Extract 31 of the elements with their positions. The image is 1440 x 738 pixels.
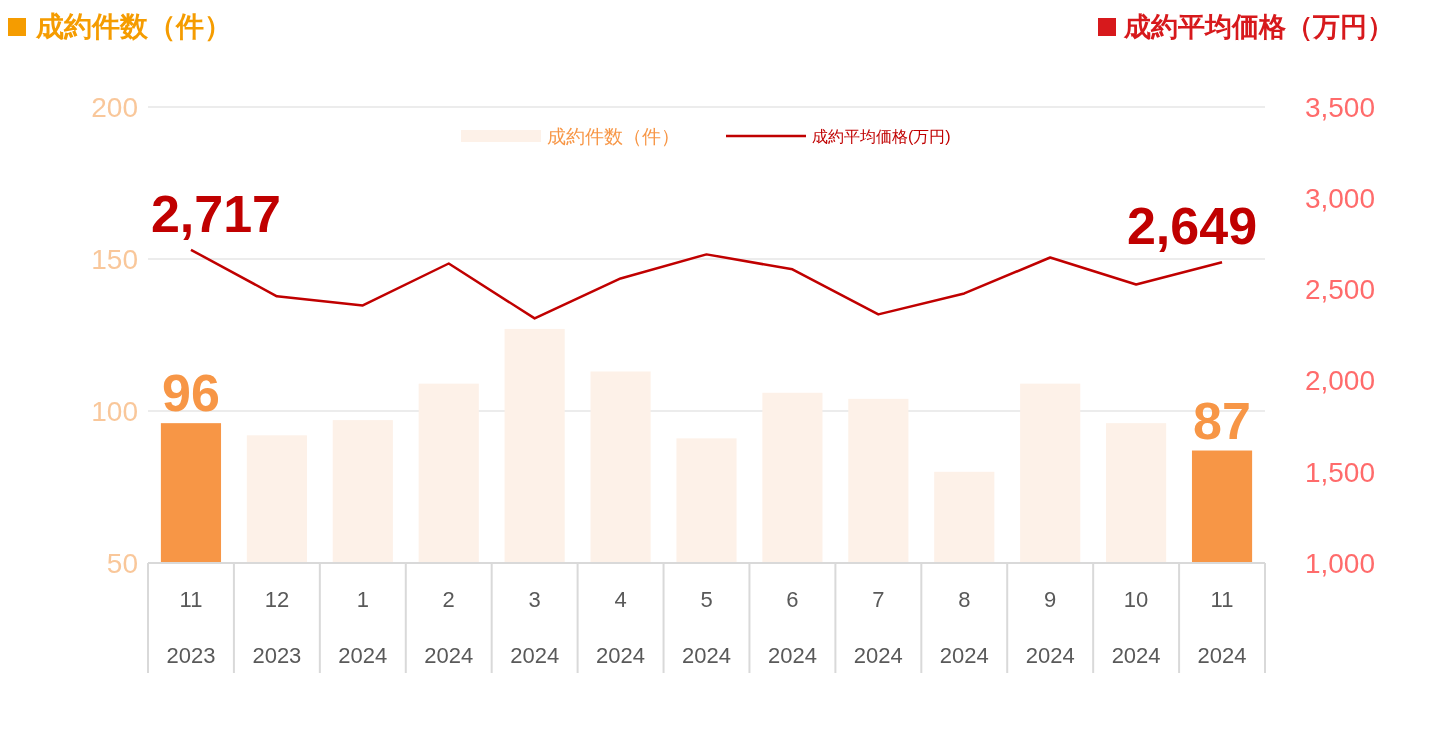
category-label: 9 2024 [1025,587,1075,668]
y2-tick-label: 2,500 [1304,274,1375,306]
category-label: 12 2023 [252,587,302,668]
y2-tick-label: 1,500 [1304,456,1375,488]
data-label: 87 [1193,391,1251,450]
y2-tick-label: 1,000 [1304,547,1375,579]
y-tick-label: 100 [91,395,138,427]
y2-tick-label: 2,000 [1304,365,1375,397]
data-label: 2,717 [150,184,282,243]
y2-tick-label: 3,000 [1304,183,1375,214]
category-label: 2 2024 [424,587,474,668]
category-label: 4 2024 [596,587,646,668]
category-label: 3 2024 [510,587,560,668]
y-axis-title: 成約件数（件） [35,11,232,42]
y2-axis-title: 成約平均価格（万円） [1123,12,1394,42]
legend-label: 成約件数（件） [547,125,680,147]
category-label: 7 2024 [853,587,903,668]
category-label: 5 2024 [682,587,731,668]
data-label: 2,649 [1126,197,1258,256]
category-label: 11 2023 [166,587,216,668]
y-tick-label: 50 [106,547,138,579]
category-label: 11 2024 [1197,587,1247,668]
y-tick-label: 200 [91,91,138,123]
category-label: 10 2024 [1111,587,1161,668]
y2-tick-label: 3,500 [1304,91,1375,123]
category-label: 6 2024 [767,587,817,668]
y-tick-label: 150 [91,243,138,275]
category-label: 8 2024 [939,587,989,668]
data-label: 96 [162,364,220,423]
legend-label: 成約平均価格(万円) [812,127,951,145]
category-label: 1 2024 [338,587,388,668]
